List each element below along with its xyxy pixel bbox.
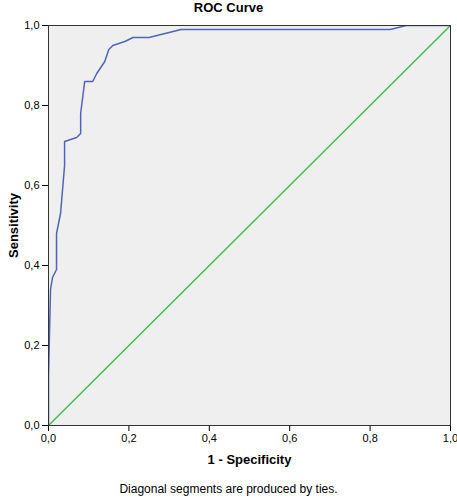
html-text:Diagonal segments are produced: Diagonal segments are produced by ties.: [119, 482, 338, 496]
svg-text:1,0: 1,0: [24, 19, 39, 31]
svg-text:0,6: 0,6: [24, 179, 39, 191]
svg-text:0,4: 0,4: [202, 432, 217, 444]
svg-text:0,8: 0,8: [362, 432, 377, 444]
svg-text:0,6: 0,6: [282, 432, 297, 444]
svg-text:1,0: 1,0: [443, 432, 457, 444]
svg-text:0,4: 0,4: [24, 259, 39, 271]
svg-text:0,8: 0,8: [24, 99, 39, 111]
svg-text:0,2: 0,2: [24, 339, 39, 351]
svg-text:1 - Specificity: 1 - Specificity: [208, 452, 293, 467]
html-text:ROC Curve: ROC Curve: [193, 0, 264, 15]
svg-text:0,0: 0,0: [24, 419, 39, 431]
svg-text:Sensitivity: Sensitivity: [6, 192, 21, 258]
svg-text:0,0: 0,0: [41, 432, 56, 444]
svg-text:0,2: 0,2: [121, 432, 136, 444]
